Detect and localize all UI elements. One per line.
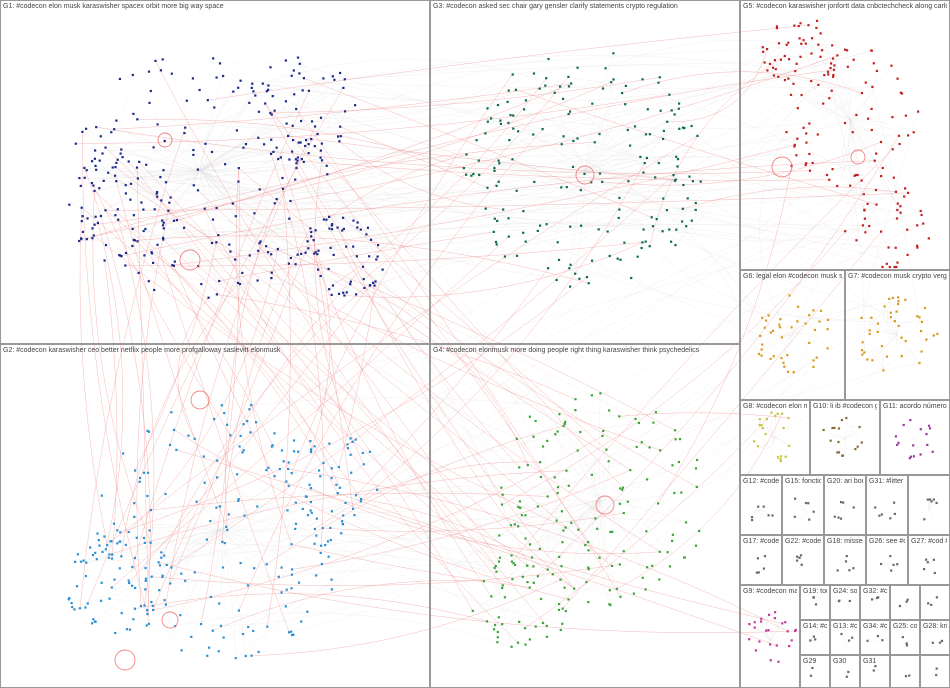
cluster-panel: G20: ari bought very good pivotpod busin…	[824, 475, 866, 535]
cluster-label: G24: so point…	[833, 587, 857, 596]
cluster-panel: G31	[860, 655, 890, 688]
cluster-panel: G28: kripto musk day…	[920, 620, 950, 655]
cluster-label: G32: #cod check psych…	[863, 587, 887, 596]
cluster-panel: G13: #codecon miksween wan tell…	[830, 620, 860, 655]
cluster-label: G5: #codecon karaswisher jonfortt data c…	[743, 2, 947, 11]
cluster-panel: G7: #codecon musk crypto verge governmen…	[845, 270, 950, 400]
cluster-panel: G30	[830, 655, 860, 688]
cluster-panel	[890, 585, 920, 620]
cluster-panel: G18: missed great #elonm sec chair…	[824, 535, 866, 585]
cluster-panel: G9: #codecon marcelgsantos #arquitetura …	[740, 585, 800, 688]
cluster-label: G17: #codecon popular emoji countries tw…	[743, 537, 779, 546]
cluster-panel: G27: #cod #god think…	[908, 535, 950, 585]
cluster-panel: G29	[800, 655, 830, 688]
cluster-label: G13: #codecon miksween wan tell…	[833, 622, 857, 631]
cluster-label: G14: #codecon elon musk 2021 tole full i…	[803, 622, 827, 631]
cluster-label: G29	[803, 657, 816, 666]
cluster-label: G19: tom livin richlightle…	[803, 587, 827, 596]
cluster-panel: G26: see #cod bran…	[866, 535, 908, 585]
cluster-panel: G15: fonction 5 nombre doric…	[782, 475, 824, 535]
cluster-panel: G14: #codecon elon musk 2021 tole full i…	[800, 620, 830, 655]
cluster-panel: G25: co rita…	[890, 620, 920, 655]
cluster-panel	[890, 655, 920, 688]
cluster-label: G27: #cod #god think…	[911, 537, 947, 546]
cluster-panel: G32: #cod check psych…	[860, 585, 890, 620]
cluster-label: G26: see #cod bran…	[869, 537, 905, 546]
cluster-label: G8: #codecon elon musk sarandos sasky pa…	[743, 402, 807, 411]
cluster-label: G15: fonction 5 nombre doric…	[785, 477, 821, 486]
cluster-panel: G2: #codecon karaswisher ceo better netf…	[0, 344, 430, 688]
cluster-label: G11: acordo números divulgados #codecon …	[883, 402, 947, 411]
cluster-label: G4: #codecon elonmusk more doing people …	[433, 346, 699, 355]
cluster-panel: G4: #codecon elonmusk more doing people …	[430, 344, 740, 688]
cluster-label: G22: #codecon man good…	[785, 537, 821, 546]
cluster-panel: G8: #codecon elon musk sarandos sasky pa…	[740, 400, 810, 475]
cluster-label: G10: li ib #codecon go doge #dogecoin mo…	[813, 402, 877, 411]
cluster-panel: G5: #codecon karaswisher jonfortt data c…	[740, 0, 950, 270]
cluster-label: G6: legal elon #codecon musk spacex use …	[743, 272, 842, 281]
cluster-label: G1: #codecon elon musk karaswisher space…	[3, 2, 224, 11]
cluster-panel: G12: #codecon karaswisher beverly hilton…	[740, 475, 782, 535]
cluster-panel: G34: #co…	[860, 620, 890, 655]
cluster-label: G2: #codecon karaswisher ceo better netf…	[3, 346, 280, 355]
cluster-label: G34: #co…	[863, 622, 887, 631]
cluster-label: G30	[833, 657, 846, 666]
cluster-label: G31	[863, 657, 876, 666]
cluster-label: G28: kripto musk day…	[923, 622, 947, 631]
cluster-label: G20: ari bought very good pivotpod busin…	[827, 477, 863, 486]
cluster-label: G3: #codecon asked sec chair gary gensle…	[433, 2, 678, 11]
cluster-panel: G17: #codecon popular emoji countries tw…	[740, 535, 782, 585]
cluster-panel: G31: #litter inks…	[866, 475, 908, 535]
cluster-panel: G24: so point…	[830, 585, 860, 620]
cluster-label: G12: #codecon karaswisher beverly hilton…	[743, 477, 779, 486]
cluster-label: G18: missed great #elonm sec chair…	[827, 537, 863, 546]
cluster-panel	[920, 655, 950, 688]
cluster-label: G9: #codecon marcelgsantos #arquitetura …	[743, 587, 797, 596]
cluster-panel: G11: acordo números divulgados #codecon …	[880, 400, 950, 475]
cluster-panel: G3: #codecon asked sec chair gary gensle…	[430, 0, 740, 344]
cluster-panel: G10: li ib #codecon go doge #dogecoin mo…	[810, 400, 880, 475]
cluster-label: G7: #codecon musk crypto verge governmen…	[848, 272, 947, 281]
cluster-panel	[920, 585, 950, 620]
cluster-panel	[908, 475, 950, 535]
cluster-label: G25: co rita…	[893, 622, 917, 631]
cluster-panel: G22: #codecon man good…	[782, 535, 824, 585]
cluster-panel: G19: tom livin richlightle…	[800, 585, 830, 620]
cluster-panel: G1: #codecon elon musk karaswisher space…	[0, 0, 430, 344]
cluster-label: G31: #litter inks…	[869, 477, 905, 486]
cluster-panel: G6: legal elon #codecon musk spacex use …	[740, 270, 845, 400]
